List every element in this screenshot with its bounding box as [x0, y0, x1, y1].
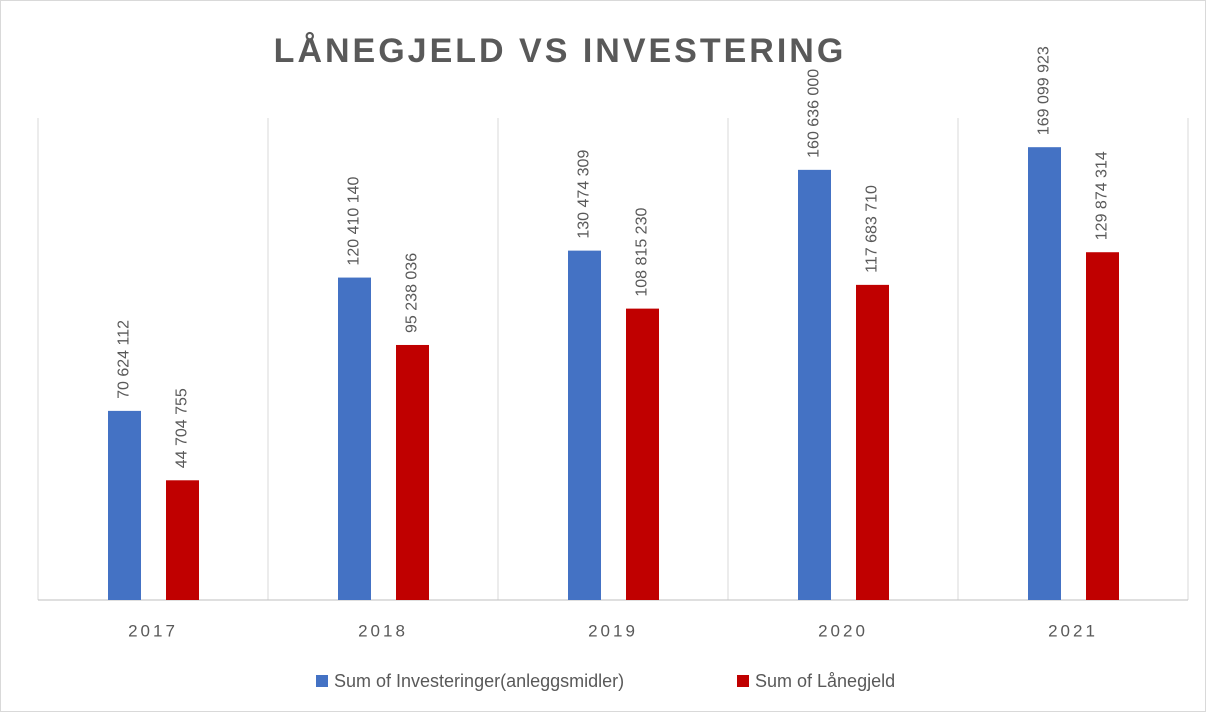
x-tick-label: 2021 [1048, 621, 1098, 640]
x-tick-label: 2020 [818, 621, 868, 640]
legend-swatch [316, 675, 328, 687]
x-tick-label: 2017 [128, 621, 178, 640]
value-label: 44 704 755 [174, 388, 191, 468]
bar [1086, 252, 1119, 600]
value-label: 129 874 314 [1094, 151, 1111, 240]
value-label: 120 410 140 [346, 176, 363, 265]
bar [798, 169, 831, 601]
x-tick-label: 2018 [358, 621, 408, 640]
legend-swatch [737, 675, 749, 687]
value-label: 95 238 036 [404, 253, 421, 333]
value-label: 169 099 923 [1036, 46, 1053, 135]
bar [108, 410, 141, 600]
value-label: 108 815 230 [634, 208, 651, 297]
bar [856, 284, 889, 600]
legend-label: Sum of Investeringer(anleggsmidler) [334, 671, 624, 691]
bar [166, 480, 199, 600]
value-label: 70 624 112 [116, 320, 133, 399]
bar [626, 308, 659, 600]
bar [338, 277, 371, 600]
bar [568, 250, 601, 601]
value-label: 117 683 710 [864, 185, 881, 273]
value-label: 130 474 309 [576, 150, 593, 239]
chart-title: LÅNEGJELD VS INVESTERING [274, 32, 847, 70]
x-tick-label: 2019 [588, 621, 638, 640]
bar [1028, 147, 1061, 600]
value-label: 160 636 000 [806, 69, 823, 158]
legend-label: Sum of Lånegjeld [755, 671, 895, 691]
bar [396, 344, 429, 600]
